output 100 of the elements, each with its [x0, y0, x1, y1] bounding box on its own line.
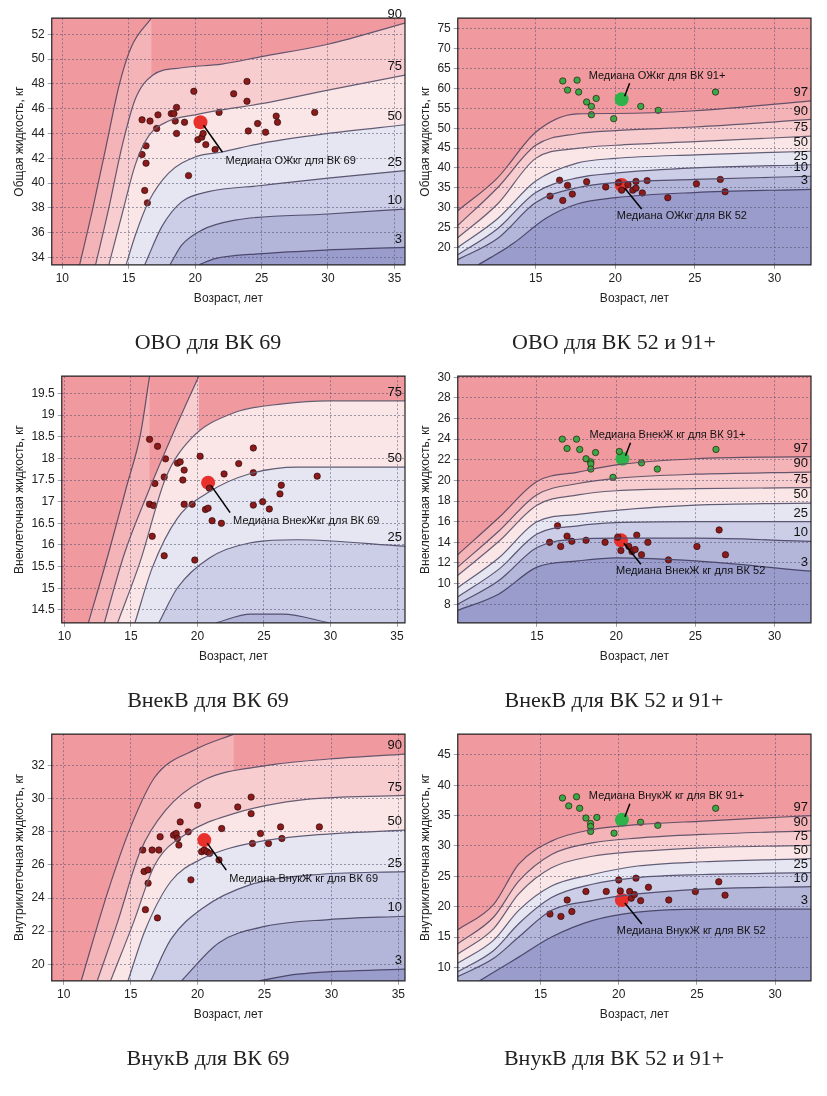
y-tick-label: 70: [437, 41, 452, 56]
annotation: Медиана ОЖкг для ВК 91+: [588, 68, 726, 81]
x-tick-label: 20: [608, 271, 623, 286]
y-axis-title: Общая жидкость, кг: [11, 85, 26, 197]
x-tick-label: 15: [124, 629, 138, 644]
annotation: Медиана ОЖкг для ВК 52: [616, 208, 747, 221]
y-tick-label: 12: [437, 555, 452, 570]
y-tick-label: 15: [41, 580, 56, 595]
y-tick-label: 36: [31, 224, 46, 239]
y-tick-label: 30: [437, 199, 452, 214]
annotation: Медиана ВнукЖ кг для ВК 91+: [588, 789, 745, 802]
y-tick-label: 30: [437, 838, 452, 853]
series-label: 25: [387, 854, 402, 870]
y-tick-label: 75: [437, 21, 452, 36]
x-tick-label: 25: [257, 987, 272, 1002]
series-label: 50: [387, 450, 402, 466]
y-tick-label: 28: [31, 824, 46, 839]
text: ОВО для ВК 52 и 91+: [512, 328, 716, 354]
y-tick-label: 14.5: [31, 602, 56, 617]
y-tick-label: 34: [31, 249, 46, 264]
y-tick-label: 10: [437, 575, 452, 590]
series-label: 75: [793, 470, 808, 486]
series-label: 90: [793, 455, 808, 471]
series-label: 50: [387, 813, 402, 829]
series-label: 75: [387, 778, 402, 794]
series-label: 10: [793, 869, 808, 885]
y-tick-label: 20: [437, 899, 452, 914]
series-label: 97: [793, 798, 808, 814]
series-label: 75: [793, 119, 808, 135]
x-axis-title: Возраст, лет: [198, 648, 269, 663]
text: ВнукВ для ВК 69: [126, 1044, 290, 1070]
text: ВнекВ для ВК 69: [127, 686, 289, 712]
annotation: Медиана ВнекЖ кг для ВК 91+: [589, 428, 746, 441]
y-tick-label: 45: [437, 747, 452, 762]
y-tick-label: 28: [437, 390, 452, 405]
x-tick-label: 20: [609, 629, 624, 644]
x-tick-label: 25: [254, 271, 269, 286]
x-axis-title: Возраст, лет: [193, 290, 264, 305]
series-label: 3: [800, 554, 808, 570]
y-tick-label: 14: [437, 534, 452, 549]
text: ВнукВ для ВК 52 и 91+: [503, 1044, 725, 1070]
y-tick-label: 35: [437, 807, 452, 822]
series-label: 97: [793, 83, 808, 99]
series-label: 90: [793, 102, 808, 118]
annotation: Медиана ОЖкг для ВК 69: [225, 153, 356, 166]
series-label: 50: [793, 486, 808, 502]
series-label: 50: [793, 134, 808, 150]
y-tick-label: 30: [437, 369, 452, 384]
x-tick-label: 35: [390, 629, 405, 644]
y-axis-title: Общая жидкость, кг: [417, 85, 432, 197]
y-tick-label: 24: [31, 890, 46, 905]
series-label: 10: [387, 899, 402, 915]
y-tick-label: 25: [437, 868, 452, 883]
annotation: Медиана ВнекЖ кг для ВК 52: [615, 563, 766, 576]
y-axis-title: Внутриклеточная жидкость, кг: [11, 773, 26, 942]
x-tick-label: 30: [324, 987, 339, 1002]
x-axis-title: Возраст, лет: [599, 1006, 670, 1021]
y-tick-label: 55: [437, 100, 452, 115]
x-tick-label: 35: [391, 987, 406, 1002]
series-label: 97: [793, 439, 808, 455]
y-tick-label: 40: [437, 160, 452, 175]
x-tick-label: 25: [688, 271, 702, 286]
y-tick-label: 15: [437, 929, 452, 944]
y-tick-label: 60: [437, 80, 452, 95]
x-tick-label: 25: [688, 629, 703, 644]
y-axis-title: Внеклеточная жидкость, кг: [11, 424, 26, 574]
x-tick-label: 20: [188, 271, 203, 286]
x-tick-label: 10: [55, 271, 70, 286]
y-tick-label: 17: [41, 493, 56, 508]
x-tick-label: 15: [533, 987, 548, 1002]
y-tick-label: 50: [437, 120, 452, 135]
y-tick-label: 30: [31, 791, 46, 806]
y-tick-label: 46: [31, 100, 46, 115]
annotation: Медиана ВнукЖ кг для ВК 52: [616, 923, 766, 936]
y-tick-label: 16.5: [31, 515, 56, 530]
y-tick-label: 18: [41, 450, 56, 465]
x-tick-label: 15: [122, 271, 136, 286]
y-tick-label: 8: [444, 596, 452, 611]
series-label: 90: [387, 737, 402, 753]
x-axis-title: Возраст, лет: [193, 1006, 264, 1021]
text: ОВО для ВК 69: [134, 328, 282, 354]
series-label: 75: [793, 828, 808, 844]
series-label: 3: [800, 172, 808, 188]
series-label: 3: [800, 892, 808, 908]
y-tick-label: 20: [437, 239, 452, 254]
x-tick-label: 15: [124, 987, 138, 1002]
x-tick-label: 25: [257, 629, 271, 644]
y-tick-label: 19.5: [31, 385, 56, 400]
y-axis-title: Внеклеточная жидкость, кг: [417, 424, 432, 574]
y-axis-title: Внутриклеточная жидкость, кг: [417, 773, 432, 942]
x-tick-label: 20: [612, 987, 626, 1002]
y-tick-label: 22: [437, 452, 452, 467]
y-tick-label: 22: [31, 923, 46, 938]
series-label: 25: [387, 529, 402, 545]
y-tick-label: 24: [437, 431, 452, 446]
series-label: 3: [394, 952, 402, 968]
x-tick-label: 25: [690, 987, 704, 1002]
series-label: 90: [793, 813, 808, 829]
y-tick-label: 16: [437, 514, 452, 528]
annotation: Медиана ВнукЖ кг для ВК 69: [229, 871, 379, 884]
